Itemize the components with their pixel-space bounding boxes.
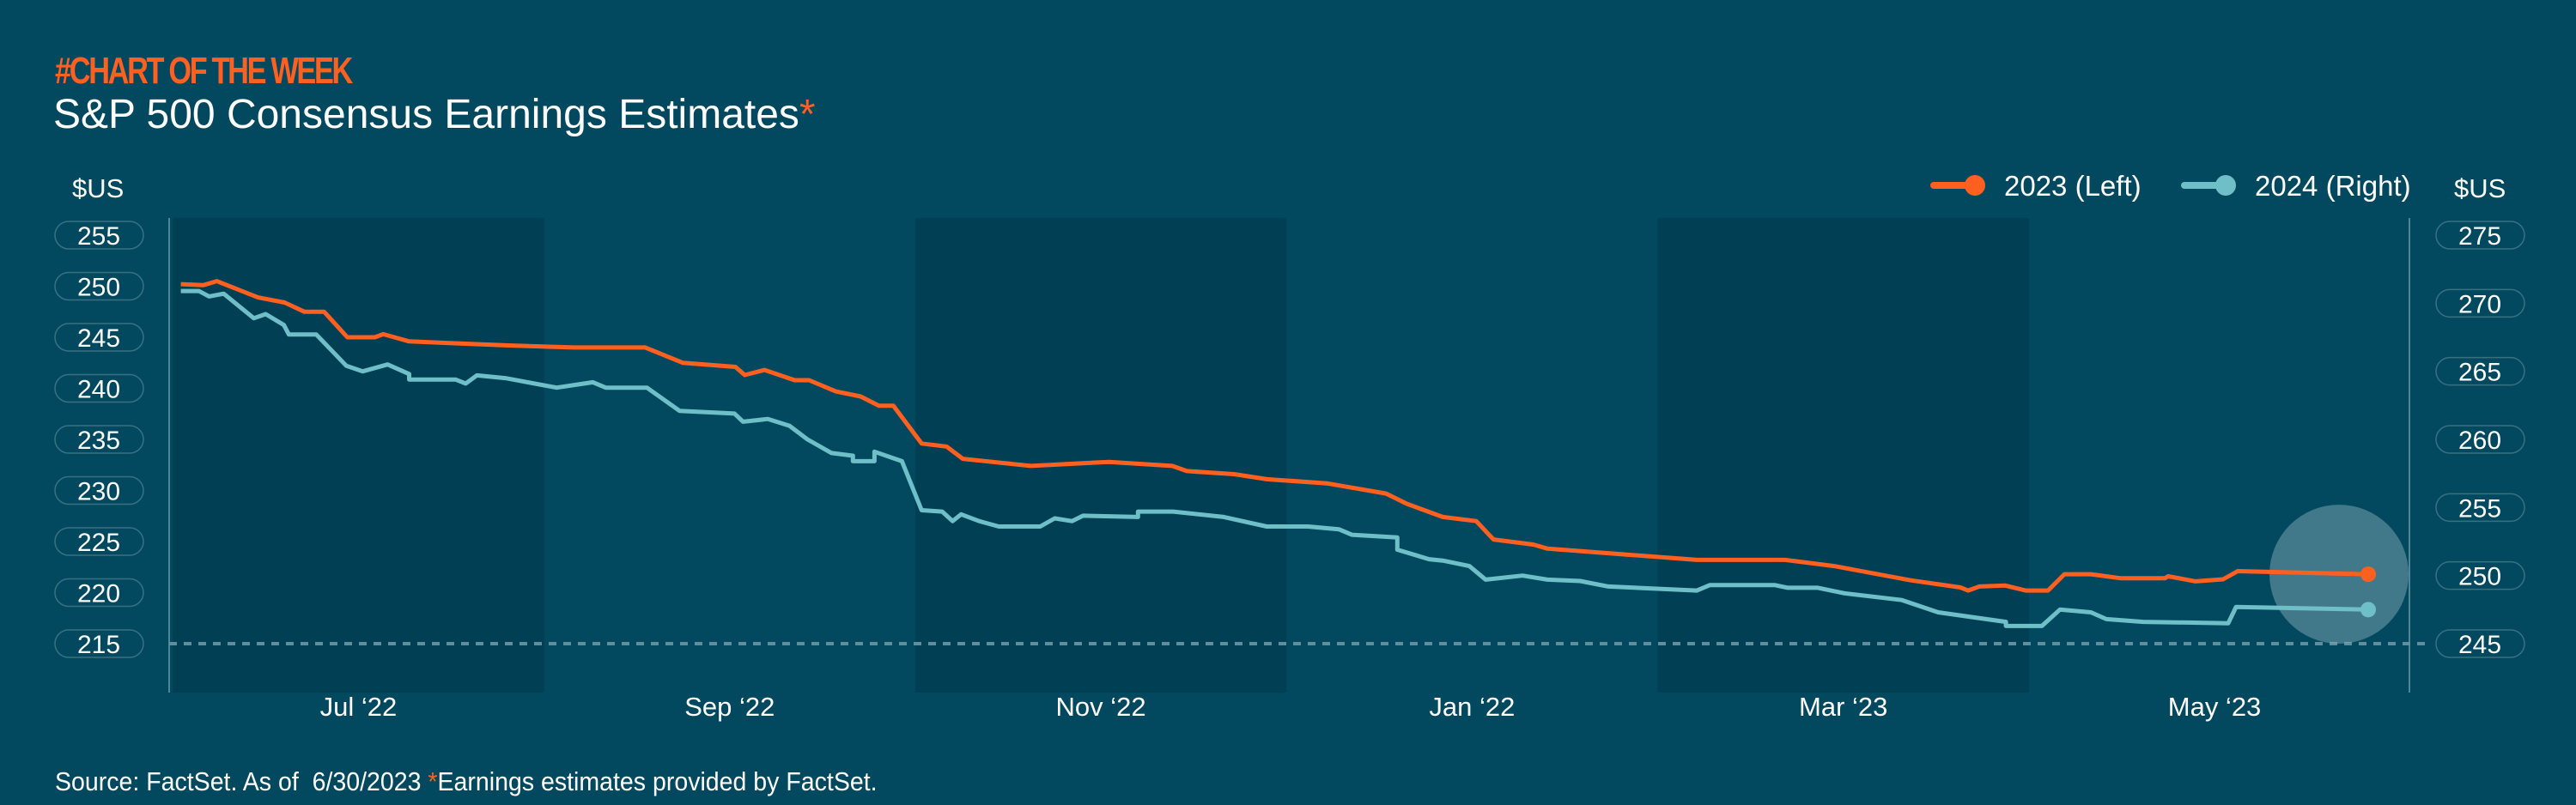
right-axis-unit-label: $US <box>2454 173 2506 203</box>
title-text: S&P 500 Consensus Earnings Estimates <box>53 92 799 137</box>
right-tick-label: 250 <box>2458 563 2501 591</box>
x-tick-label: May ‘23 <box>2168 692 2262 722</box>
x-tick-label: Jul ‘22 <box>320 692 398 722</box>
right-tick-pill <box>2435 221 2525 250</box>
left-tick-label: 225 <box>77 529 120 557</box>
shaded-band <box>914 218 1287 693</box>
right-tick-label: 265 <box>2458 359 2501 387</box>
right-tick-label: 275 <box>2458 222 2501 251</box>
left-tick-pill <box>54 323 144 352</box>
right-tick-label: 260 <box>2458 427 2501 455</box>
left-tick-pill <box>54 271 144 301</box>
legend-2023-label: 2023 (Left) <box>2004 170 2142 202</box>
title-asterisk: * <box>799 92 816 137</box>
left-tick-pill <box>54 373 144 403</box>
left-tick-pill <box>54 475 144 505</box>
left-tick-label: 235 <box>77 427 120 455</box>
left-tick-pill <box>54 221 144 250</box>
series-2024-line-end-point <box>2360 602 2377 618</box>
left-tick-label: 215 <box>77 631 120 659</box>
x-tick-label: Mar ‘23 <box>1799 692 1887 722</box>
x-tick-label: Nov ‘22 <box>1056 692 1146 722</box>
left-tick-pill <box>54 527 144 556</box>
left-tick-label: 245 <box>77 324 120 353</box>
shaded-band <box>1657 218 2029 693</box>
left-tick-label: 220 <box>77 580 120 608</box>
left-axis-unit-label: $US <box>72 173 124 203</box>
right-tick-pill <box>2435 356 2525 386</box>
right-tick-pill <box>2435 493 2525 523</box>
left-tick-label: 240 <box>77 376 120 404</box>
left-tick-label: 230 <box>77 478 120 506</box>
x-tick-label: Jan ‘22 <box>1429 692 1515 722</box>
left-tick-pill <box>54 425 144 454</box>
series-2024-line <box>180 288 2369 628</box>
source-footnote: Source: FactSet. As of 6/30/2023 *Earnin… <box>55 766 878 797</box>
shaded-band <box>173 218 544 693</box>
left-tick-pill <box>54 629 144 658</box>
left-tick-pill <box>54 578 144 608</box>
right-tick-label: 245 <box>2458 631 2501 659</box>
legend-2023-dot-icon <box>1965 175 1985 196</box>
source-text: Source: FactSet. As of 6/30/2023 <box>55 766 428 796</box>
right-tick-pill <box>2435 560 2525 590</box>
right-tick-label: 270 <box>2458 290 2501 318</box>
legend-2024-dot-icon <box>2215 175 2236 196</box>
page-title: S&P 500 Consensus Earnings Estimates* <box>53 91 816 138</box>
series-2023-line <box>180 279 2369 593</box>
right-tick-pill <box>2435 288 2525 318</box>
chart-of-the-week-kicker: #CHART OF THE WEEK <box>55 50 353 92</box>
series-2023-line-end-point <box>2360 566 2377 583</box>
left-tick-label: 255 <box>77 222 120 251</box>
legend-2024-label: 2024 (Right) <box>2255 170 2411 202</box>
right-tick-pill <box>2435 629 2525 658</box>
right-tick-pill <box>2435 425 2525 454</box>
x-tick-label: Sep ‘22 <box>684 692 775 722</box>
left-tick-label: 250 <box>77 274 120 302</box>
footnote-text: Earnings estimates provided by FactSet. <box>437 766 878 796</box>
right-tick-label: 255 <box>2458 494 2501 523</box>
footnote-asterisk: * <box>428 766 438 796</box>
